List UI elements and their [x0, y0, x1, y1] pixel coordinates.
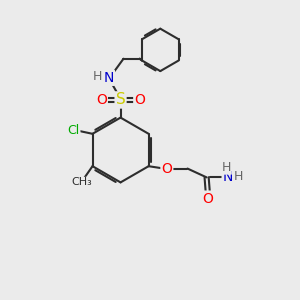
Text: O: O — [134, 93, 145, 107]
Text: N: N — [223, 170, 233, 184]
Text: H: H — [222, 161, 231, 174]
Text: CH₃: CH₃ — [72, 177, 93, 188]
Text: Cl: Cl — [67, 124, 80, 137]
Text: H: H — [234, 170, 243, 183]
Text: O: O — [161, 161, 172, 176]
Text: O: O — [96, 93, 107, 107]
Text: N: N — [103, 71, 114, 85]
Text: S: S — [116, 92, 125, 107]
Text: O: O — [202, 192, 214, 206]
Text: H: H — [92, 70, 102, 83]
